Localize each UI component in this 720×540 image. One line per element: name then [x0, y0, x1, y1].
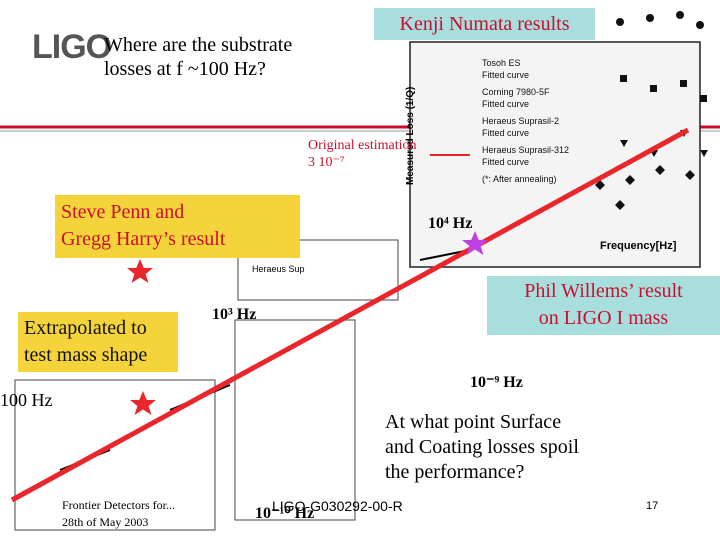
coating-line: At what point Surface — [385, 411, 562, 433]
legend-entry: Fitted curve — [482, 156, 530, 167]
penn-label: Steve Penn and Gregg Harry’s result — [55, 195, 300, 258]
coating-line: the performance? — [385, 461, 525, 483]
coating-line: and Coating losses spoil — [385, 436, 579, 458]
freq-label: 10⁴ Hz — [428, 215, 473, 232]
freq-label: 10³ Hz — [212, 306, 257, 323]
graph-x-label: Frequency[Hz] — [600, 240, 677, 252]
star-willems — [462, 231, 488, 255]
logo: LIGO — [32, 28, 112, 66]
legend-entry: Fitted curve — [482, 127, 530, 138]
kenji-label: Kenji Numata results — [374, 8, 595, 40]
estimation-line: 3 10⁻⁷ — [308, 155, 345, 170]
penn-line: Steve Penn and — [61, 201, 185, 223]
extrapolated-line: test mass shape — [24, 344, 148, 366]
freq-label: 100 Hz — [0, 390, 53, 410]
star-penn — [127, 259, 153, 283]
graph-legend: Tosoh ES Fitted curve Corning 7980-5F Fi… — [482, 58, 569, 186]
stars — [127, 231, 488, 415]
legend-entry: Fitted curve — [482, 69, 530, 80]
original-estimation: Original estimation 3 10⁻⁷ — [308, 137, 416, 171]
legend-entry: Heraeus Suprasil-2 — [482, 116, 560, 126]
willems-line: on LIGO I mass — [538, 307, 669, 329]
extrapolated-line: Extrapolated to — [24, 317, 147, 339]
numata-markers — [556, 11, 708, 210]
legend-entry: Fitted curve — [482, 98, 530, 109]
lower-plots — [14, 239, 471, 531]
footer: Frontier Detectors for... 28th of May 20… — [62, 497, 175, 531]
freq-label: 10⁻⁹ Hz — [470, 374, 523, 391]
estimation-line: Original estimation — [308, 138, 417, 153]
lower-legend: Heraeus Sup — [252, 264, 305, 274]
legend-entry: Heraeus Suprasil-312 — [482, 145, 570, 155]
legend-entry: Corning 7980-5F — [482, 87, 550, 97]
footer-line: 28th of May 2003 — [62, 515, 149, 529]
penn-line: Gregg Harry’s result — [61, 228, 226, 250]
legend-entry: (*: After annealing) — [482, 174, 557, 184]
question-line: Where are the substrate — [104, 34, 293, 56]
extrapolation-line — [10, 127, 690, 503]
question-line: losses at f ~100 Hz? — [104, 58, 266, 80]
doc-id: LIGO-G030292-00-R — [272, 498, 403, 514]
freq-label: 10⁻¹⁰ Hz — [255, 505, 315, 522]
page-number: 17 — [646, 500, 659, 512]
extrapolated-label: Extrapolated to test mass shape — [18, 312, 178, 372]
willems-line: Phil Willems’ result — [524, 280, 683, 302]
legend-entry: Tosoh ES — [482, 58, 521, 68]
star-extrapolated — [130, 391, 156, 415]
coating-question: At what point Surface and Coating losses… — [385, 410, 579, 485]
willems-label: Phil Willems’ result on LIGO I mass — [487, 276, 720, 335]
footer-line: Frontier Detectors for... — [62, 498, 175, 512]
question: Where are the substrate losses at f ~100… — [104, 33, 292, 81]
